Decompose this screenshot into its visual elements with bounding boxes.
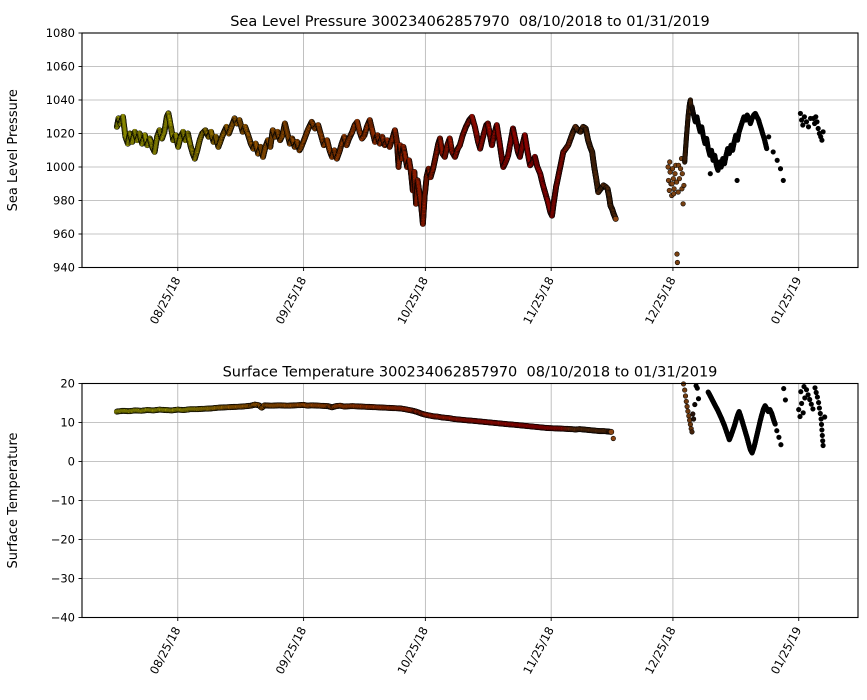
- pressure-january-track: [689, 104, 770, 173]
- y-tick-label: 980: [53, 194, 75, 208]
- y-tick-label: 940: [53, 261, 75, 275]
- axes-0: 1080 1060 1040 1020 1000 980 960 940 08/25/18 09/…: [6, 14, 859, 327]
- pressure-main-track: [113, 110, 619, 227]
- x-tick-label: 12/25/18: [642, 274, 679, 326]
- y-tick-label: 0: [68, 455, 75, 469]
- y-tick-label: 10: [60, 416, 75, 430]
- temperature-january-sparse: [774, 384, 828, 449]
- x-tick-label: 01/25/19: [768, 274, 805, 326]
- axes-1: 20 10 0 −10 −20 −30 −40 08/25/18 09/25/18 10/25/1…: [6, 365, 859, 677]
- y-tick-label: 1000: [46, 160, 75, 174]
- y-tick-label: −40: [51, 611, 75, 625]
- x-tick-label: 10/25/18: [394, 274, 431, 326]
- y-axis-label: Surface Temperature: [6, 432, 21, 568]
- x-tick-label: 08/25/18: [147, 624, 184, 676]
- pressure-december-blob: [665, 156, 687, 266]
- pressure-january-sparse: [707, 110, 826, 183]
- y-tick-label: 20: [60, 377, 75, 391]
- y-tick-label: 1040: [46, 93, 75, 107]
- y-tick-label: −10: [51, 494, 75, 508]
- y-tick-label: 960: [53, 227, 75, 241]
- tick-marks: [78, 383, 800, 621]
- x-tick-label: 11/25/18: [520, 274, 557, 326]
- temperature-last-dot: [610, 435, 616, 442]
- temperature-january-track: [705, 389, 778, 456]
- y-axis-label: Sea Level Pressure: [6, 89, 21, 211]
- x-tick-label: 10/25/18: [394, 624, 431, 676]
- x-tick-label: 11/25/18: [520, 624, 557, 676]
- y-tick-label: 1020: [46, 127, 75, 141]
- x-tick-label: 08/25/18: [147, 274, 184, 326]
- x-tick-label: 09/25/18: [273, 274, 310, 326]
- plot-title: Surface Temperature 300234062857970 08/1…: [223, 365, 718, 381]
- y-tick-label: −20: [51, 533, 75, 547]
- x-tick-label: 01/25/19: [768, 624, 805, 676]
- plot-border: [81, 32, 859, 269]
- temperature-main-track: [113, 401, 615, 435]
- x-tick-label: 09/25/18: [273, 624, 310, 676]
- plot-title: Sea Level Pressure 300234062857970 08/10…: [230, 14, 710, 30]
- x-tick-label: 12/25/18: [642, 624, 679, 676]
- y-tick-label: 1080: [46, 26, 75, 40]
- y-tick-label: −30: [51, 572, 75, 586]
- temperature-december-column: [680, 381, 702, 435]
- pressure-december-rise: [682, 97, 694, 165]
- y-tick-label: 1060: [46, 60, 75, 74]
- tick-marks: [78, 32, 800, 271]
